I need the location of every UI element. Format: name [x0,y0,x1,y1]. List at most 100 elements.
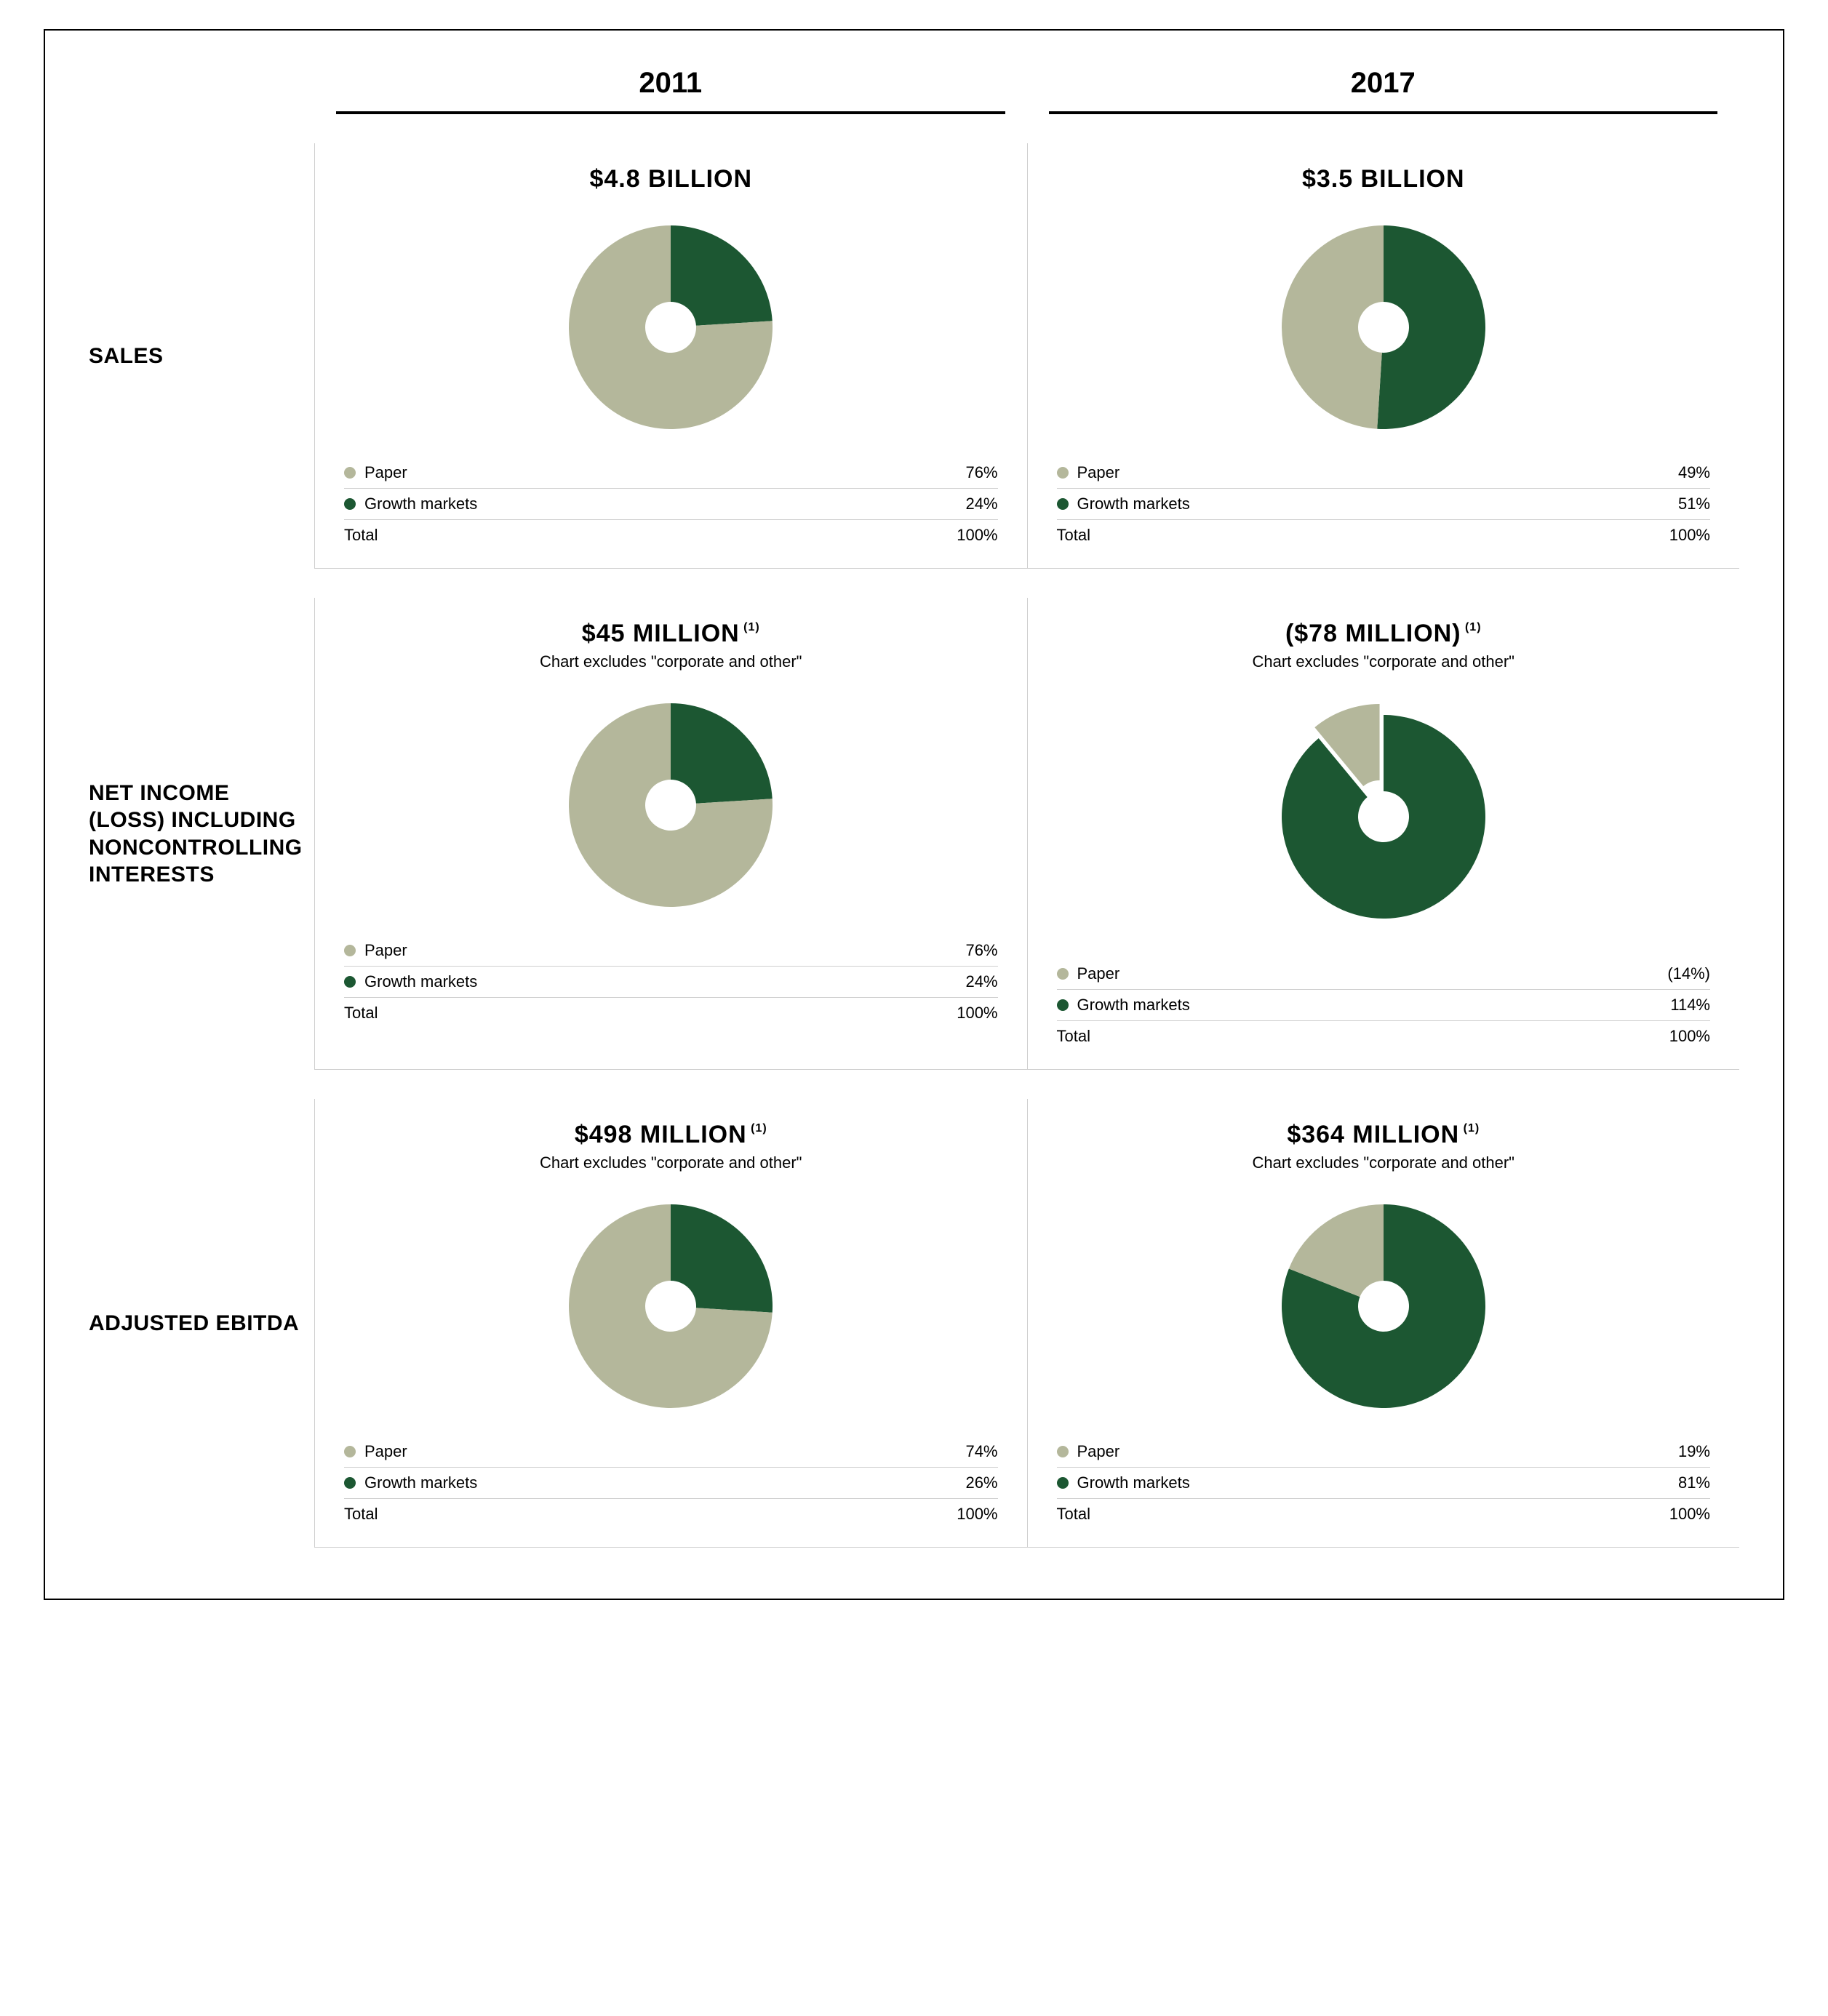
legend-label: Growth markets [1077,495,1190,513]
row-label-net-income: NET INCOME (LOSS) INCLUDING NONCONTROLLI… [89,598,314,1070]
legend-label: Total [1057,1027,1090,1046]
legend-row-growth: Growth markets 24% [344,967,998,998]
legend-label: Total [1057,526,1090,545]
cell-sales-2011: $4.8 BILLION Paper76% Growth markets 24% Tot… [314,143,1027,569]
legend-label: Total [1057,1505,1090,1524]
legend-swatch [344,467,356,479]
legend-value: 24% [965,495,997,513]
legend-row-total: Total 100% [344,1499,998,1529]
legend-swatch [344,1446,356,1457]
legend-row-paper: Paper76% [344,935,998,967]
legend-label: Growth markets [1077,1473,1190,1492]
chart-subtitle: Chart excludes "corporate and other" [1253,652,1515,671]
legend-swatch [344,498,356,510]
legend-value: 114% [1670,996,1710,1015]
legend-label: Paper [364,941,407,960]
legend-value: 100% [957,1505,997,1524]
legend-value: 49% [1678,463,1710,482]
legend-label: Growth markets [364,1473,477,1492]
legend-value: 81% [1678,1473,1710,1492]
chart-subtitle: Chart excludes "corporate and other" [1253,1153,1515,1172]
legend-row-paper: Paper (14%) [1057,959,1711,990]
legend-swatch [1057,467,1069,479]
chart-legend: Paper 19% Growth markets 81% Total 100% [1057,1436,1711,1529]
chart-title: $3.5 BILLION [1302,165,1465,193]
chart-legend: Paper76% Growth markets 24% Total 100% [344,935,998,1028]
header-spacer [89,67,314,143]
legend-label: Total [344,1505,378,1524]
cell-sales-2017: $3.5 BILLION Paper 49% Growth markets 51% Tot… [1027,143,1740,569]
legend-value: 19% [1678,1442,1710,1461]
legend-row-total: Total 100% [344,998,998,1028]
chart-legend: Paper 49% Growth markets 51% Total 100% [1057,457,1711,551]
spacer [314,1070,1027,1099]
slice-paper [1282,225,1384,429]
legend-label: Paper [1077,1442,1120,1461]
legend-row-total: Total 100% [1057,1499,1711,1529]
legend-row-growth: Growth markets 26% [344,1468,998,1499]
chart-title-superscript: (1) [747,1122,767,1135]
legend-row-total: Total100% [1057,1021,1711,1052]
slice-growth-markets [1282,715,1485,919]
chart-title: $498 MILLION (1) [575,1121,767,1149]
legend-value: 26% [965,1473,997,1492]
legend-swatch [1057,1446,1069,1457]
legend-row-paper: Paper 19% [1057,1436,1711,1468]
chart-title-superscript: (1) [1459,1122,1480,1135]
legend-row-growth: Growth markets114% [1057,990,1711,1021]
chart-title: $364 MILLION (1) [1287,1121,1480,1149]
chart-legend: Paper74% Growth markets 26% Total 100% [344,1436,998,1529]
legend-label: Total [344,526,378,545]
chart-title-superscript: (1) [740,621,760,633]
chart-title: $45 MILLION (1) [582,620,760,648]
legend-value: 100% [1669,1505,1710,1524]
legend-row-total: Total 100% [344,520,998,551]
legend-label: Growth markets [364,495,477,513]
spacer [1027,569,1740,598]
chart-title: $4.8 BILLION [589,165,752,193]
slice-growth-markets [671,703,773,804]
cell-ebitda-2017: $364 MILLION (1) Chart excludes "corporat… [1027,1099,1740,1548]
donut-chart [562,218,780,440]
legend-swatch [344,1477,356,1489]
chart-title-superscript: (1) [1461,621,1482,633]
legend-value: 100% [1669,526,1710,545]
donut-chart [1263,696,1504,941]
legend-value: 24% [965,972,997,991]
cell-net-2017: ($78 MILLION) (1)Chart excludes "corpora… [1027,598,1740,1070]
donut-chart [1274,1197,1493,1419]
legend-value: 100% [957,1004,997,1023]
legend-label: Paper [1077,964,1120,983]
legend-label: Total [344,1004,378,1023]
row-label-sales: SALES [89,143,314,569]
legend-value: (14%) [1667,964,1710,983]
row-label-ebitda: ADJUSTED EBITDA [89,1099,314,1548]
legend-row-growth: Growth markets 81% [1057,1468,1711,1499]
donut-chart [1274,218,1493,440]
donut-chart [562,696,780,918]
year-2011-header: 2011 [336,67,1005,114]
slice-growth-markets [671,1204,773,1313]
chart-subtitle: Chart excludes "corporate and other" [540,652,802,671]
cell-net-2011: $45 MILLION (1) Chart excludes "corporate… [314,598,1027,1070]
legend-row-paper: Paper74% [344,1436,998,1468]
legend-label: Paper [1077,463,1120,482]
cell-ebitda-2011: $498 MILLION (1)Chart excludes "corporat… [314,1099,1027,1548]
spacer [314,569,1027,598]
legend-swatch [1057,498,1069,510]
legend-row-growth: Growth markets 51% [1057,489,1711,520]
legend-row-growth: Growth markets 24% [344,489,998,520]
slice-growth-markets [671,225,773,326]
spacer [89,1070,314,1099]
legend-swatch [1057,1477,1069,1489]
legend-value: 76% [965,463,997,482]
slice-growth-markets [1377,225,1485,429]
legend-row-paper: Paper 49% [1057,457,1711,489]
legend-swatch [344,945,356,956]
legend-value: 100% [957,526,997,545]
legend-value: 74% [965,1442,997,1461]
legend-swatch [1057,999,1069,1011]
legend-label: Growth markets [364,972,477,991]
legend-row-paper: Paper76% [344,457,998,489]
legend-value: 51% [1678,495,1710,513]
